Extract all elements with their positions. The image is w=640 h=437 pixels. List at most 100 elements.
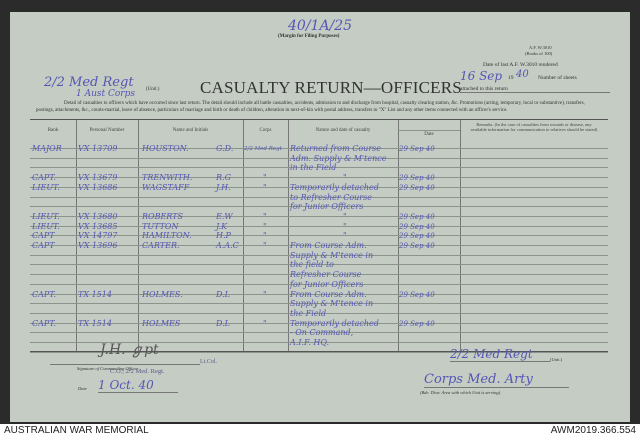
cell-date: 29 Sep 40 (399, 290, 435, 299)
cell-initials: D.L (216, 289, 230, 299)
attached-label: attached to this return (460, 86, 610, 93)
cell-rank: CAPT (32, 231, 55, 241)
cell-nature: the Field (290, 308, 327, 318)
cell-nature: in the Field (290, 163, 337, 173)
cell-nature: Supply & M'tence in (290, 250, 374, 260)
cell-initials: E.W (216, 211, 233, 221)
cell-date: 29 Sep 40 (399, 174, 435, 183)
year-value: 40 (516, 69, 529, 80)
cell-corps: " (263, 241, 267, 250)
cell-number: VX 14797 (78, 231, 118, 241)
cell-nature: to Refresher Course (290, 192, 372, 202)
cell-nature: Adm. Supply & M'tence (290, 153, 387, 163)
cell-nature: the field to (290, 260, 334, 270)
signature-rank: Lt.Col. (200, 359, 218, 365)
cell-rank: CAPT. (32, 318, 56, 328)
cell-date: 29 Sep 40 (399, 145, 435, 153)
cell-name: WAGSTAFF (142, 182, 190, 192)
formation-label: (Bde. Divn. Area with which Unit is serv… (420, 390, 502, 395)
signature: J.H. ℊpt (100, 342, 159, 358)
unit-value: 2/2 Med Regt (44, 75, 134, 90)
cell-name: CARTER. (142, 241, 180, 250)
formation-value: Corps Med. Arty (424, 372, 569, 388)
instructions: Detail of casualties to officers which h… (36, 101, 585, 113)
unit-footer-label: (Unit.) (550, 357, 563, 362)
header-corps: Corps (259, 128, 272, 133)
unit-label: (Unit.) (146, 87, 160, 92)
cell-number: VX 13685 (78, 221, 118, 231)
signature-label: Signature of Commanding Officer (77, 366, 139, 371)
casualty-table: Rank Personal Number Name and Initials Corp… (30, 119, 608, 353)
cell-name: HOLMES. (142, 289, 183, 299)
cell-initials: R.G (216, 173, 231, 183)
page-title: CASUALTY RETURN—OFFICERS (200, 78, 462, 97)
row-line (30, 196, 608, 198)
cell-nature: A.I.F. HQ. (290, 338, 330, 347)
date-last-label: Date of last A.F. W.3010 rendered (483, 62, 558, 68)
row-line (30, 235, 608, 237)
cell-corps: " (263, 173, 267, 183)
cell-corps: " (263, 289, 267, 299)
cell-corps: " (263, 221, 267, 231)
cell-nature: Returned from Course (290, 144, 381, 153)
row-line (30, 254, 608, 256)
cell-number: VX 13709 (78, 144, 118, 153)
form-id: A.F. W.3010 (529, 45, 552, 50)
document-page: 40/1A/25 (Margin for Filing Purposes) A.… (10, 12, 630, 422)
cell-corps: " (263, 211, 267, 221)
scan-frame: 40/1A/25 (Margin for Filing Purposes) A.… (0, 0, 640, 424)
cell-rank: CAPT. (32, 289, 56, 299)
signature-title: C.O., 2/2 Med. Regt. (110, 368, 165, 375)
cell-number: TX 1514 (78, 318, 112, 328)
cell-nature: From Course Adm. (290, 241, 367, 250)
year-prefix: 19 (508, 75, 514, 81)
cell-corps: " (263, 318, 267, 328)
header-remarks: Remarks. (In the case of casualties from… (470, 122, 598, 132)
cell-initials: G.D. (216, 144, 234, 153)
cell-nature: " (343, 211, 347, 221)
filing-reference: 40/1A/25 (288, 18, 353, 34)
cell-rank: CAPT. (32, 173, 56, 183)
cell-rank: CAPT (32, 241, 55, 250)
cell-initials: A.A.C (216, 241, 239, 250)
row-line (30, 303, 608, 305)
cell-initials: J.K (216, 221, 228, 231)
cell-initials: H.P (216, 231, 231, 241)
sheets-label: Number of sheets (538, 75, 577, 81)
header-rank: Rank (47, 128, 59, 133)
cell-initials: J.H. (216, 182, 231, 192)
cell-rank: LIEUT. (32, 182, 60, 192)
row-line (30, 225, 608, 227)
row-line (30, 342, 608, 343)
cell-number: VX 13680 (78, 211, 118, 221)
cell-number: VX 13696 (78, 241, 118, 250)
row-line (30, 215, 608, 217)
row-line (30, 322, 608, 324)
header-nature: Nature and date of casualty (315, 128, 371, 133)
cell-rank: LIEUT. (32, 211, 60, 221)
cell-nature: Temporarily detached (290, 182, 379, 192)
cell-name: TRENWITH. (142, 173, 193, 183)
cell-corps: " (263, 231, 267, 241)
cell-nature: From Course Adm. (290, 289, 367, 299)
cell-name: HOLMES (142, 318, 181, 328)
row-line (30, 157, 608, 159)
row-line (30, 283, 608, 285)
cell-name: ROBERTS (142, 211, 183, 221)
cell-nature: " (343, 173, 347, 183)
cell-initials: D.L (216, 318, 230, 328)
unit-value-2: 1 Aust Corps (76, 89, 135, 99)
row-line (30, 274, 608, 276)
cell-date: 29 Sep 40 (399, 242, 435, 250)
header-number: Personal Number (89, 128, 125, 133)
row-line (30, 245, 608, 246)
row-line (30, 186, 608, 188)
row-line (30, 148, 608, 149)
date-label: Date (78, 386, 87, 391)
cell-name: HAMILTON. (142, 231, 192, 241)
header-date: Date (424, 132, 434, 137)
row-line (30, 293, 608, 295)
row-line (30, 264, 608, 266)
cell-date: 29 Sep 40 (399, 232, 435, 241)
cell-number: VX 13686 (78, 182, 118, 192)
